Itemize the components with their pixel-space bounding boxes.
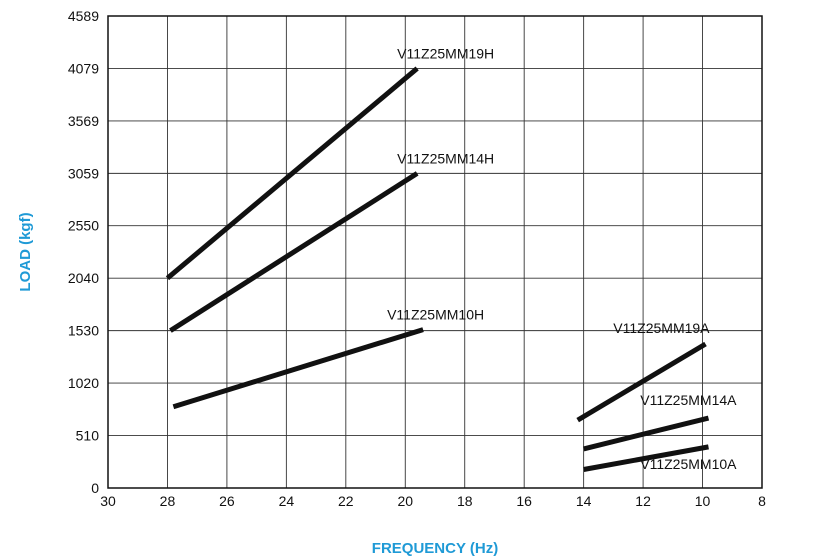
series-line [583,415,710,452]
x-tick-label: 30 [100,493,116,509]
x-tick-label: 16 [516,493,532,509]
y-tick-label: 4079 [68,60,99,76]
x-axis-title: FREQUENCY (Hz) [372,540,498,557]
x-tick-label: 22 [338,493,354,509]
y-tick-label: 1530 [68,323,99,339]
y-tick-label: 510 [76,428,100,444]
x-tick-label: 10 [695,493,711,509]
series-label: V11Z25MM19A [613,320,710,336]
y-tick-label: 0 [91,480,99,496]
series-label: V11Z25MM10A [640,456,737,472]
x-axis-ticks: 30 28 26 24 22 20 18 16 14 12 10 8 [100,493,766,509]
y-tick-label: 3569 [68,113,99,129]
x-tick-label: 18 [457,493,473,509]
y-tick-label: 2040 [68,270,99,286]
grid [108,16,762,488]
x-tick-label: 28 [160,493,176,509]
plot-frame [107,15,763,489]
series-label: V11Z25MM14A [640,392,737,408]
series-line [576,341,707,423]
series-lines [165,66,710,472]
series-line [165,66,419,281]
y-tick-label: 3059 [68,165,99,181]
y-tick-label: 4589 [68,8,99,24]
x-tick-label: 12 [635,493,651,509]
y-tick-label: 2550 [68,218,99,234]
x-tick-label: 24 [279,493,295,509]
series-line [169,171,419,333]
x-tick-label: 26 [219,493,235,509]
x-tick-label: 14 [576,493,592,509]
series-label: V11Z25MM19H [397,45,494,61]
series-line [583,444,709,472]
y-tick-label: 1020 [68,375,99,391]
x-tick-label: 8 [758,493,766,509]
series-label: V11Z25MM10H [387,307,484,323]
y-axis-ticks: 0 510 1020 1530 2040 2550 3059 3569 4079 4589 [68,8,99,496]
series-label: V11Z25MM14H [397,150,494,166]
y-axis-title: LOAD (kgf) [17,212,34,291]
series-labels: V11Z25MM19H V11Z25MM14H V11Z25MM10H V11Z25M… [387,45,737,471]
series-line [172,327,424,410]
x-tick-label: 20 [397,493,413,509]
